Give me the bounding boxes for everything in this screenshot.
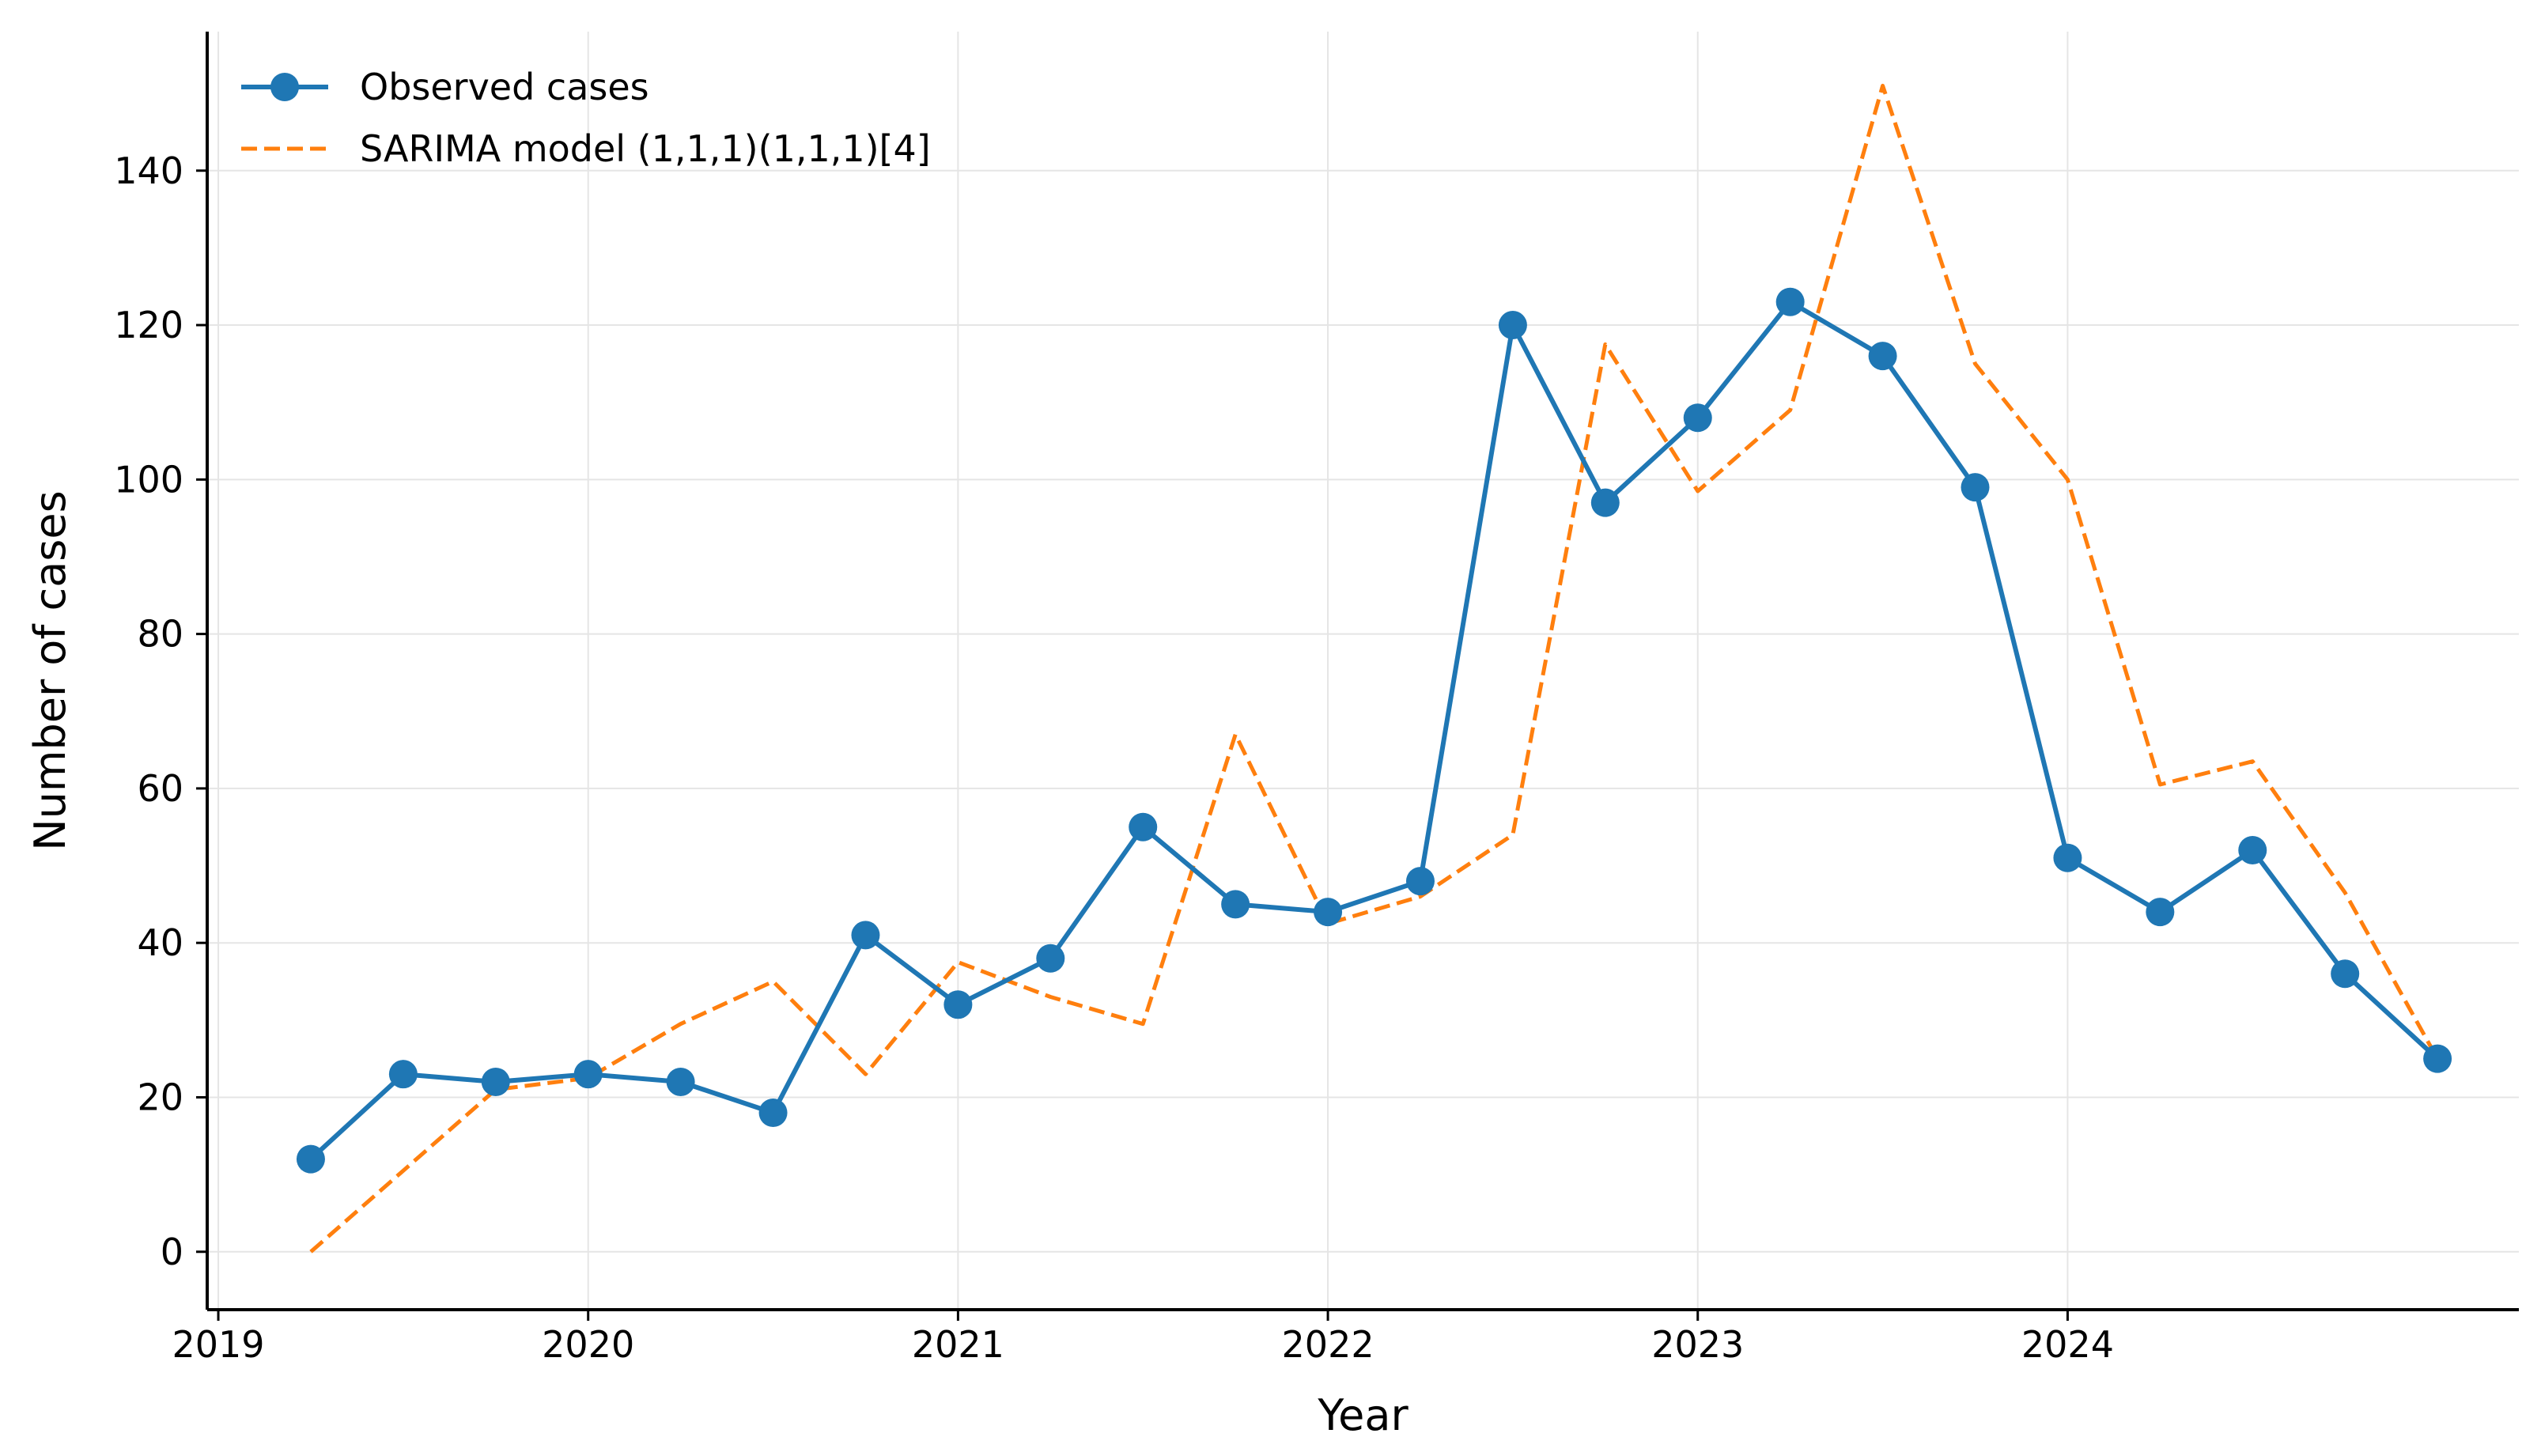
observed-point-13 [1498,311,1527,340]
observed-point-8 [1036,944,1065,973]
x-tick-label-2024: 2024 [2021,1323,2114,1366]
observed-point-12 [1405,867,1435,896]
x-tick-label-2020: 2020 [542,1323,634,1366]
y-tick-label-120: 120 [114,304,183,346]
observed-point-3 [573,1060,603,1089]
observed-point-10 [1221,890,1250,919]
observed-point-14 [1590,488,1620,517]
x-tick-label-2019: 2019 [172,1323,264,1366]
observed-point-2 [481,1067,510,1096]
observed-point-6 [851,921,880,950]
y-axis-title: Number of cases [25,490,75,851]
y-tick-label-20: 20 [137,1076,183,1118]
y-tick-label-100: 100 [114,458,183,501]
y-tick-label-40: 40 [137,921,183,964]
x-tick-label-2021: 2021 [912,1323,1004,1366]
sarima-model-line [309,83,2440,1254]
series-layer [296,83,2452,1254]
legend-marker-0 [270,73,299,101]
tick-layer: 2019 2020 2021 2022 2023 2024 0 20 40 60 80 100 120 1… [114,149,2114,1366]
observed-point-23 [2423,1044,2452,1073]
observed-point-4 [666,1067,695,1096]
y-tick-label-60: 60 [137,767,183,810]
observed-point-1 [388,1060,418,1089]
observed-point-21 [2238,836,2267,865]
legend-label-0: Observed cases [360,66,649,108]
legend: Observed cases SARIMA model (1,1,1)(1,1,1… [241,66,931,170]
observed-point-18 [1961,473,1990,502]
grid-lines [207,32,2519,1310]
observed-point-22 [2331,959,2360,989]
observed-point-11 [1314,898,1343,927]
legend-label-1: SARIMA model (1,1,1)(1,1,1)[4] [360,127,931,170]
observed-point-5 [758,1099,788,1128]
observed-point-17 [1868,342,1897,371]
observed-point-19 [2053,843,2082,872]
x-axis-title: Year [1317,1390,1409,1440]
y-tick-label-140: 140 [114,149,183,192]
observed-cases-line [308,299,2440,1161]
observed-point-7 [943,990,973,1019]
x-tick-label-2022: 2022 [1282,1323,1374,1366]
y-tick-label-80: 80 [137,613,183,656]
y-tick-label-0: 0 [161,1231,183,1273]
observed-point-20 [2146,898,2175,927]
observed-point-9 [1129,812,1158,841]
x-tick-label-2023: 2023 [1651,1323,1744,1366]
observed-point-15 [1683,403,1712,433]
observed-point-0 [296,1144,325,1174]
observed-point-16 [1775,287,1805,316]
